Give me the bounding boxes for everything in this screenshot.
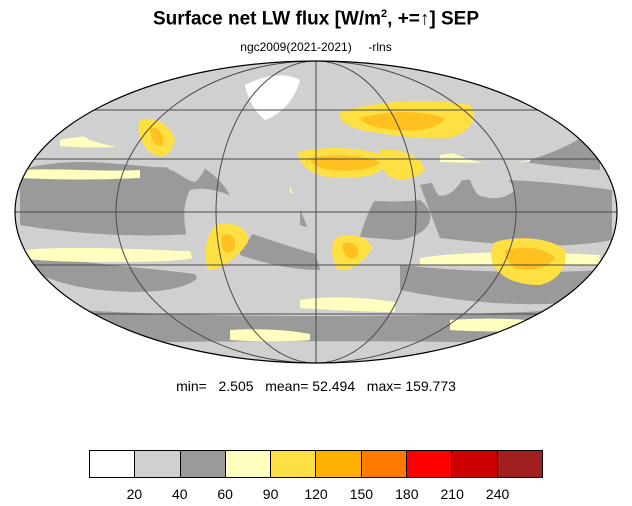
title-superscript: 2: [381, 8, 388, 20]
plot-title: Surface net LW flux [W/m2, +=↑] SEP: [0, 8, 632, 30]
legend-swatch: [135, 451, 181, 477]
legend-tick-label: 240: [485, 486, 510, 502]
globe-outline: [14, 60, 618, 364]
legend-swatch: [316, 451, 362, 477]
max-value: 159.773: [405, 378, 456, 394]
legend-tick-label: 90: [262, 486, 279, 502]
legend-tick-label: 60: [217, 486, 233, 502]
southern-africa-core: [342, 242, 359, 259]
australia-core: [504, 247, 555, 270]
india: [429, 163, 462, 196]
stats-line: min= 2.505 mean= 52.494 max= 159.773: [0, 378, 632, 394]
world-map: [14, 60, 618, 364]
asia-core: [360, 112, 445, 131]
legend-tick-label: 120: [304, 486, 328, 502]
africa: [288, 143, 391, 279]
legend-tick-label: 150: [349, 486, 374, 502]
legend-tick-label: 210: [440, 486, 464, 502]
min-value: 2.505: [218, 378, 254, 394]
southeast-asia: [469, 169, 515, 199]
north-america-core: [150, 127, 164, 146]
subtitle-variable: -rlns: [368, 40, 392, 54]
legend-swatch: [180, 451, 226, 477]
legend-tick-label: 180: [395, 486, 419, 502]
graticule: [15, 61, 617, 363]
title-main: Surface net LW flux [W/m: [152, 8, 382, 30]
greenland: [245, 75, 300, 120]
legend-swatch: [271, 451, 317, 477]
max-label: max=: [366, 378, 402, 394]
arabia-hotspot: [379, 149, 425, 180]
legend-swatch: [361, 451, 408, 477]
legend-swatch: [225, 451, 272, 477]
mean-label: mean=: [265, 378, 309, 394]
legend-swatch: [407, 451, 453, 477]
legend-tick-label: 40: [172, 486, 188, 502]
legend-tick-label: 20: [126, 486, 143, 502]
color-legend: [89, 450, 543, 478]
legend-swatch: [497, 451, 542, 477]
subtitle-case: ngc2009(2021-2021): [240, 40, 352, 54]
south-america-core: [221, 234, 236, 253]
title-tail: , +=↑] SEP: [387, 8, 480, 30]
min-label: min=: [176, 378, 207, 394]
mean-value: 52.494: [312, 378, 356, 394]
legend-swatch: [452, 451, 498, 477]
plot-subtitle: ngc2009(2021-2021) -rlns: [0, 40, 632, 54]
legend-swatch: [90, 451, 136, 477]
